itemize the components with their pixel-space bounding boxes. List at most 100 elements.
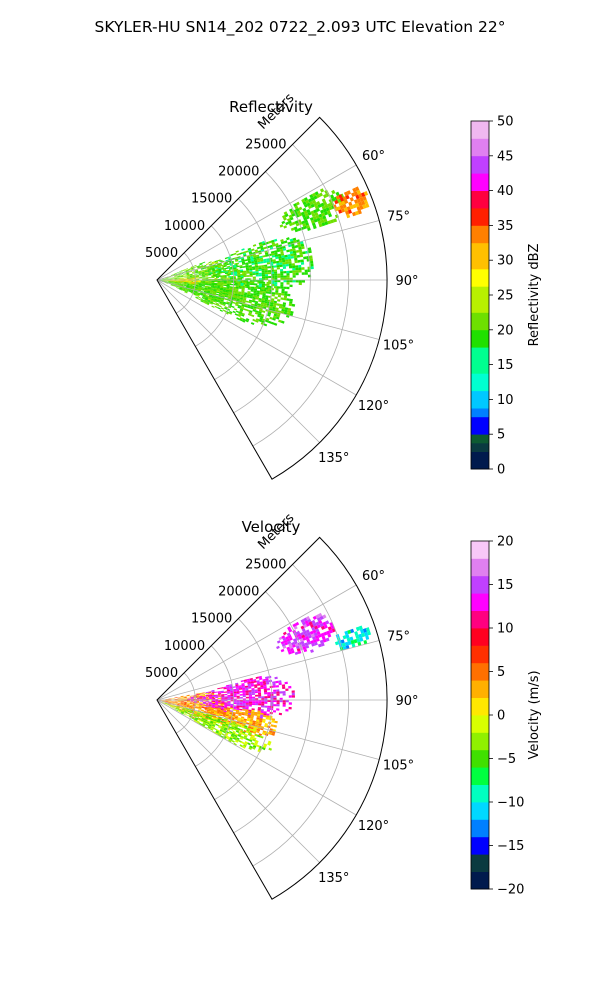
echo-cell bbox=[264, 696, 268, 699]
echo-cell bbox=[214, 710, 218, 712]
echo-region bbox=[276, 612, 336, 655]
echo-cell bbox=[290, 227, 295, 231]
echo-cell bbox=[258, 267, 262, 270]
echo-cell bbox=[275, 290, 279, 293]
echo-cell bbox=[188, 709, 192, 712]
echo-cell bbox=[186, 272, 190, 274]
echo-cell bbox=[229, 710, 233, 712]
echo-cell bbox=[245, 692, 249, 694]
echo-cell bbox=[176, 287, 180, 289]
echo-cell bbox=[251, 261, 255, 264]
echo-cell bbox=[214, 267, 218, 269]
colorbar-segment bbox=[471, 303, 489, 313]
echo-cell bbox=[266, 289, 270, 292]
range-ring bbox=[214, 618, 273, 800]
echo-cell bbox=[216, 729, 220, 732]
echo-cell bbox=[288, 303, 293, 307]
echo-cell bbox=[236, 299, 240, 302]
echo-cell bbox=[186, 706, 190, 708]
echo-cell bbox=[180, 274, 184, 276]
echo-cell bbox=[213, 713, 217, 715]
echo-cell bbox=[264, 252, 269, 255]
echo-cell bbox=[307, 641, 312, 645]
echo-cell bbox=[248, 251, 253, 254]
echo-cell bbox=[270, 302, 274, 305]
echo-cell bbox=[204, 299, 208, 302]
echo-cell bbox=[165, 281, 169, 283]
echo-cell bbox=[174, 281, 178, 283]
echo-cell bbox=[207, 720, 211, 723]
echo-cell bbox=[211, 298, 215, 301]
echo-cell bbox=[196, 714, 200, 717]
echo-cell bbox=[255, 274, 259, 277]
echo-cell bbox=[241, 258, 245, 261]
colorbar-tick-label: 15 bbox=[497, 578, 514, 593]
echo-cell bbox=[219, 288, 224, 291]
echo-cell bbox=[362, 628, 367, 633]
echo-cell bbox=[224, 267, 228, 270]
echo-cell bbox=[267, 266, 271, 269]
echo-cell bbox=[245, 690, 249, 693]
echo-cell bbox=[272, 317, 276, 321]
colorbar-segment bbox=[471, 601, 489, 611]
echo-cell bbox=[240, 680, 244, 683]
echo-cell bbox=[205, 277, 209, 279]
echo-cell bbox=[185, 278, 189, 280]
echo-cell bbox=[180, 705, 184, 707]
echo-cell bbox=[315, 614, 320, 619]
echo-cell bbox=[218, 267, 222, 270]
echo-cell bbox=[275, 288, 279, 291]
colorbar-segment bbox=[471, 408, 489, 418]
echo-cell bbox=[211, 706, 215, 709]
echo-cell bbox=[207, 726, 211, 729]
echo-cell bbox=[247, 258, 251, 261]
echo-cell bbox=[212, 275, 216, 278]
echo-cell bbox=[245, 709, 249, 712]
echo-cell bbox=[317, 203, 322, 208]
echo-cell bbox=[248, 265, 252, 268]
echo-cell bbox=[282, 645, 287, 649]
echo-cell bbox=[216, 276, 220, 278]
echo-cell bbox=[293, 226, 298, 230]
echo-cell bbox=[247, 247, 252, 251]
echo-cell bbox=[210, 728, 214, 731]
echo-cell bbox=[211, 265, 215, 268]
echo-cell bbox=[294, 220, 299, 224]
echo-cell bbox=[231, 717, 235, 720]
echo-cell bbox=[203, 301, 207, 304]
echo-cell bbox=[197, 292, 201, 294]
echo-cell bbox=[189, 695, 193, 697]
echo-cell bbox=[257, 314, 261, 318]
echo-cell bbox=[344, 641, 349, 646]
echo-cell bbox=[300, 211, 305, 216]
echo-cell bbox=[222, 303, 226, 307]
echo-cell bbox=[247, 260, 252, 263]
echo-cell bbox=[310, 210, 315, 215]
echo-cell bbox=[276, 708, 280, 711]
echo-cell bbox=[263, 302, 268, 306]
echo-cell bbox=[164, 703, 168, 705]
echo-cell bbox=[305, 644, 310, 649]
echo-cell bbox=[186, 284, 190, 286]
echo-cell bbox=[205, 281, 209, 283]
echo-cell bbox=[258, 309, 263, 313]
echo-cell bbox=[280, 241, 285, 245]
echo-cell bbox=[285, 263, 289, 267]
echo-cell bbox=[188, 278, 192, 280]
echo-cell bbox=[247, 683, 251, 686]
echo-cell bbox=[219, 714, 223, 717]
echo-cell bbox=[236, 709, 240, 712]
echo-cell bbox=[201, 706, 205, 708]
echo-cell bbox=[256, 728, 261, 732]
echo-cell bbox=[348, 201, 353, 207]
echo-cell bbox=[249, 273, 253, 276]
echo-cell bbox=[180, 703, 184, 705]
echo-cell bbox=[196, 697, 200, 699]
echo-cell bbox=[276, 700, 280, 703]
echo-cell bbox=[273, 724, 277, 728]
echo-cell bbox=[281, 288, 285, 292]
echo-cell bbox=[305, 199, 310, 204]
echo-cell bbox=[248, 301, 252, 304]
echo-region bbox=[334, 625, 372, 651]
echo-cell bbox=[205, 715, 209, 718]
